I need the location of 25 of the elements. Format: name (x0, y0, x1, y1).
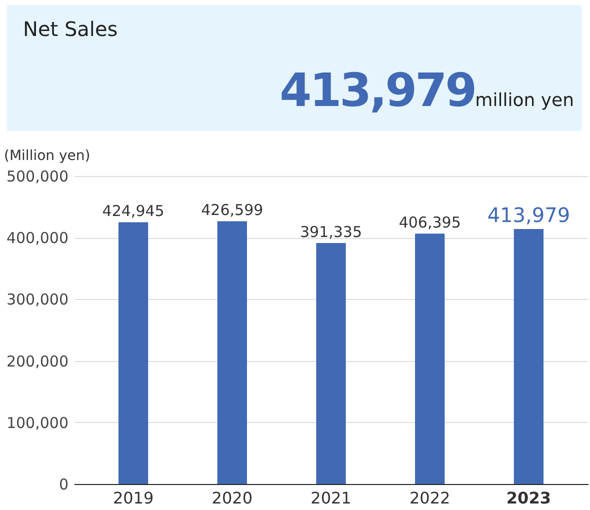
bar (514, 228, 544, 484)
x-tick-label: 2021 (310, 488, 352, 508)
y-tick-label: 400,000 (6, 229, 68, 248)
text: million yen (475, 90, 574, 111)
data-label: 424,945 (102, 202, 164, 220)
y-tick-label: 200,000 (6, 352, 68, 370)
bar (217, 221, 247, 484)
x-tick-label: 2023 (506, 488, 551, 508)
x-tick-label: 2019 (112, 488, 154, 508)
bar (118, 222, 148, 484)
data-label: 391,335 (300, 222, 362, 241)
chart-title: Net Sales (23, 17, 118, 41)
y-axis-title: (Million yen) (4, 148, 90, 164)
y-tick-label: 300,000 (6, 290, 68, 309)
y-tick-label: 500,000 (6, 168, 68, 186)
bar (316, 242, 346, 484)
data-label: 426,599 (201, 201, 264, 220)
x-tick-label: 2020 (212, 488, 253, 508)
y-tick-label: 100,000 (6, 414, 68, 432)
x-tick-label: 2022 (409, 488, 450, 508)
text: 413,979 (280, 63, 476, 117)
y-tick-label: 0 (58, 476, 68, 494)
data-label: 406,395 (398, 214, 461, 232)
data-label: 413,979 (487, 202, 570, 227)
bar (415, 234, 445, 484)
